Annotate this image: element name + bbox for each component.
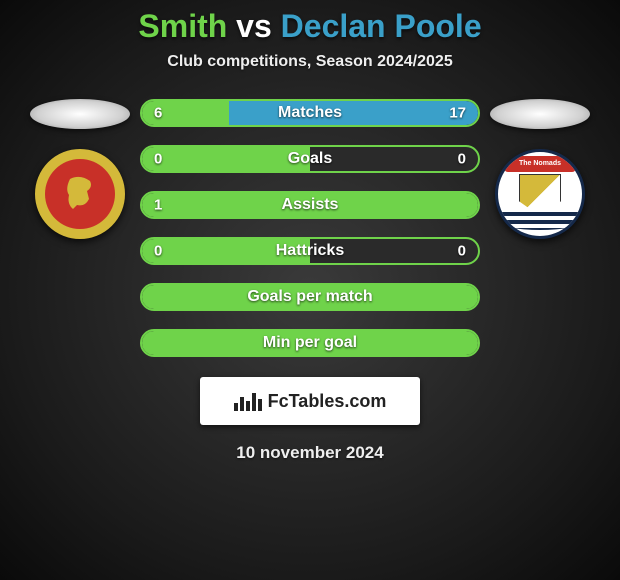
- stat-bar: Hattricks 0 0: [140, 237, 480, 265]
- player1-silhouette: [30, 99, 130, 129]
- subtitle: Club competitions, Season 2024/2025: [167, 53, 452, 71]
- logo-bar: [258, 399, 262, 411]
- stat-label: Assists: [282, 196, 339, 214]
- logo-bar: [246, 401, 250, 411]
- stat-value-left: 0: [154, 243, 162, 260]
- player2-silhouette: [490, 99, 590, 129]
- stat-bar: Matches 6 17: [140, 99, 480, 127]
- stat-value-right: 17: [449, 105, 466, 122]
- comparison-card: Smith vs Declan Poole Club competitions,…: [0, 0, 620, 463]
- player2-name: Declan Poole: [281, 8, 482, 44]
- crest-waves-icon: [498, 212, 582, 230]
- brand-text: FcTables.com: [268, 391, 387, 412]
- stat-bar: Goals 0 0: [140, 145, 480, 173]
- left-column: [20, 99, 140, 239]
- stat-bar: Goals per match: [140, 283, 480, 311]
- stat-value-right: 0: [458, 151, 466, 168]
- crest-banner: The Nomads: [504, 156, 576, 172]
- stat-label: Min per goal: [263, 334, 357, 352]
- stat-label: Goals: [288, 150, 332, 168]
- stat-bar: Assists 1: [140, 191, 480, 219]
- stats-column: Matches617Goals00Assists1Hattricks00Goal…: [140, 99, 480, 357]
- player2-club-crest: The Nomads: [495, 149, 585, 239]
- stat-value-left: 6: [154, 105, 162, 122]
- logo-bar: [234, 403, 238, 411]
- date-text: 10 november 2024: [236, 443, 383, 463]
- logo-bar: [240, 397, 244, 411]
- stat-label: Hattricks: [276, 242, 344, 260]
- attribution-badge[interactable]: FcTables.com: [200, 377, 420, 425]
- stat-label: Matches: [278, 104, 342, 122]
- stat-value-right: 0: [458, 243, 466, 260]
- main-row: Matches617Goals00Assists1Hattricks00Goal…: [0, 99, 620, 357]
- player1-club-crest: [35, 149, 125, 239]
- stat-fill-right: [229, 101, 478, 125]
- title: Smith vs Declan Poole: [138, 8, 481, 45]
- stat-label: Goals per match: [247, 288, 372, 306]
- vs-text: vs: [236, 8, 272, 44]
- logo-bars-icon: [234, 391, 262, 411]
- stat-fill-left: [142, 147, 310, 171]
- right-column: The Nomads: [480, 99, 600, 239]
- crest-shield-icon: [519, 174, 561, 216]
- stat-value-left: 1: [154, 197, 162, 214]
- stat-bar: Min per goal: [140, 329, 480, 357]
- logo-bar: [252, 393, 256, 411]
- player1-name: Smith: [138, 8, 227, 44]
- griffin-icon: [55, 169, 105, 219]
- stat-value-left: 0: [154, 151, 162, 168]
